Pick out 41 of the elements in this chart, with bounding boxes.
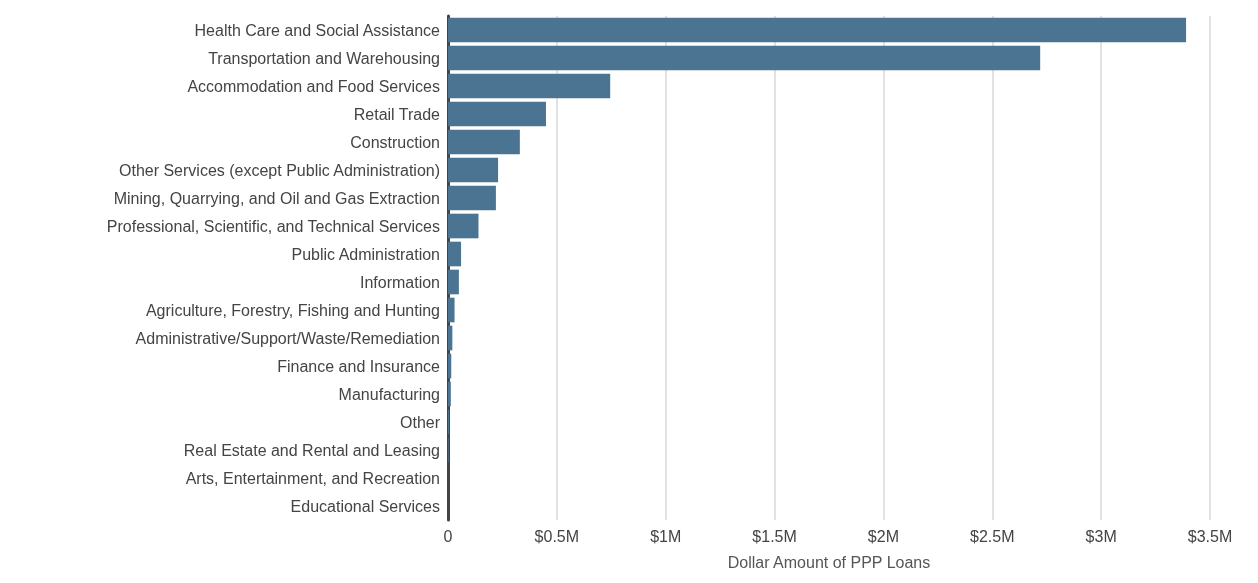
y-tick-label: Other Services (except Public Administration) (118, 161, 440, 179)
y-tick-label: Public Administration (291, 245, 440, 263)
bar (448, 17, 1187, 43)
x-tick-label: $2.5M (970, 527, 1015, 545)
y-tick-label: Manufacturing (338, 385, 440, 403)
bar (448, 213, 479, 239)
y-tick-label: Mining, Quarrying, and Oil and Gas Extraction (113, 189, 440, 207)
y-tick-label: Agriculture, Forestry, Fishing and Hunting (145, 301, 440, 319)
bar (448, 269, 459, 295)
x-tick-label: $1.5M (752, 527, 797, 545)
x-tick-label: $3.5M (1187, 527, 1233, 545)
bar (448, 381, 451, 407)
y-tick-label: Administrative/Support/Waste/Remediation (135, 329, 440, 347)
bar (448, 353, 452, 379)
x-tick-label: $2M (867, 527, 899, 545)
y-tick-label: Accommodation and Food Services (187, 77, 440, 95)
bar (448, 129, 520, 155)
x-tick-label: 0 (443, 527, 453, 545)
y-tick-label: Real Estate and Rental and Leasing (183, 441, 440, 459)
x-axis-title: Dollar Amount of PPP Loans (727, 553, 931, 571)
bar (448, 73, 611, 99)
bar (448, 101, 546, 127)
y-tick-label: Educational Services (290, 497, 440, 515)
x-tick-label: $1M (650, 527, 682, 545)
bar (448, 297, 455, 323)
y-tick-label: Retail Trade (353, 105, 441, 123)
x-tick-label: $3M (1085, 527, 1117, 545)
x-tick-label: $0.5M (534, 527, 580, 545)
y-tick-label: Transportation and Warehousing (208, 49, 440, 67)
bar (448, 185, 496, 211)
bar (448, 241, 462, 267)
bar (448, 45, 1041, 71)
bar (448, 325, 453, 351)
y-tick-label: Information (359, 273, 440, 291)
bar (448, 157, 499, 183)
y-tick-label: Construction (350, 133, 440, 151)
y-tick-label: Other (399, 413, 441, 431)
y-tick-label: Health Care and Social Assistance (194, 21, 441, 39)
y-tick-label: Finance and Insurance (277, 357, 441, 375)
y-tick-label: Arts, Entertainment, and Recreation (185, 469, 440, 487)
y-tick-label: Professional, Scientific, and Technical Services (106, 217, 440, 235)
